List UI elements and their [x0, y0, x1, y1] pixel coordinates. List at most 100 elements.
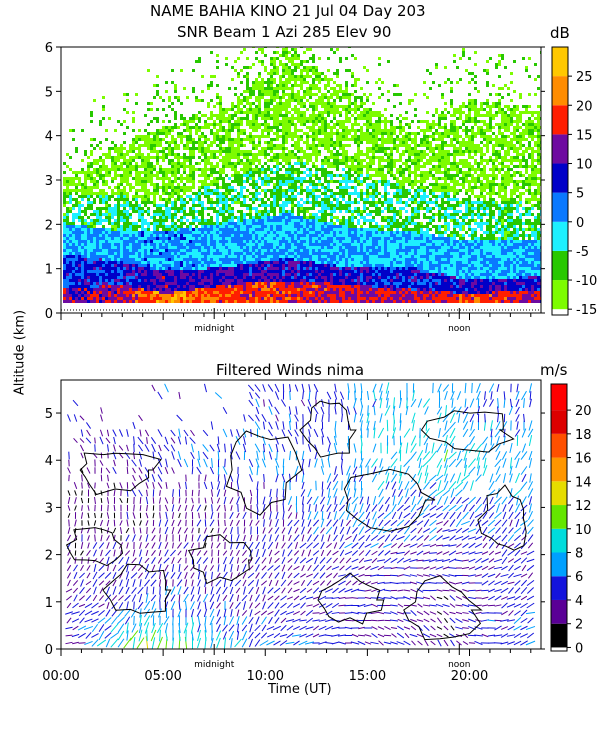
snr-cell [243, 294, 246, 297]
snr-cell [153, 288, 156, 291]
snr-cell [183, 240, 186, 243]
snr-cell [81, 258, 84, 261]
snr-cell [210, 111, 213, 114]
snr-cell [309, 258, 312, 261]
snr-cell [117, 189, 120, 192]
snr-cell [207, 213, 210, 216]
snr-cell [75, 294, 78, 297]
snr-cell [282, 210, 285, 213]
snr-cell [321, 237, 324, 240]
snr-cell [66, 276, 69, 279]
snr-cell [93, 168, 96, 171]
snr-cell [207, 219, 210, 222]
snr-cell [117, 153, 120, 156]
snr-cell [321, 93, 324, 96]
snr-cell [105, 291, 108, 294]
snr-cell [135, 147, 138, 150]
snr-cell [282, 147, 285, 150]
snr-cell [228, 183, 231, 186]
snr-cell [285, 228, 288, 231]
snr-cell [126, 213, 129, 216]
snr-cell [237, 192, 240, 195]
snr-cell [111, 159, 114, 162]
snr-cell [201, 192, 204, 195]
snr-cell [225, 195, 228, 198]
snr-cell [321, 225, 324, 228]
snr-cell [213, 273, 216, 276]
snr-cell [294, 156, 297, 159]
snr-cell [174, 144, 177, 147]
snr-cell [282, 195, 285, 198]
snr-cell [165, 300, 168, 303]
snr-cell [231, 66, 234, 69]
snr-cell [315, 153, 318, 156]
snr-cell [174, 141, 177, 144]
snr-cell [78, 216, 81, 219]
snr-cell [222, 225, 225, 228]
snr-cell [66, 165, 69, 168]
snr-cell [222, 165, 225, 168]
snr-cell [225, 135, 228, 138]
snr-cell [216, 267, 219, 270]
snr-cell [81, 195, 84, 198]
snr-cell [108, 288, 111, 291]
snr-cell [75, 267, 78, 270]
snr-cell [276, 201, 279, 204]
snr-cell [213, 240, 216, 243]
snr-cell [312, 102, 315, 105]
snr-cell [156, 300, 159, 303]
snr-cell [294, 237, 297, 240]
snr-cell [240, 186, 243, 189]
snr-cell [180, 114, 183, 117]
snr-cell [171, 288, 174, 291]
snr-cell [189, 264, 192, 267]
snr-cell [186, 279, 189, 282]
snr-cell [270, 138, 273, 141]
snr-cell [267, 78, 270, 81]
snr-cell [300, 282, 303, 285]
snr-cell [114, 282, 117, 285]
snr-cell [102, 276, 105, 279]
snr-cell [138, 243, 141, 246]
snr-cell [273, 105, 276, 108]
snr-cell [285, 93, 288, 96]
snr-cell [279, 183, 282, 186]
snr-cell [321, 210, 324, 213]
snr-cell [99, 231, 102, 234]
snr-cell [210, 273, 213, 276]
snr-cell [324, 117, 327, 120]
snr-cell [228, 141, 231, 144]
snr-cell [177, 249, 180, 252]
snr-cell [183, 231, 186, 234]
snr-cell [153, 264, 156, 267]
snr-cell [261, 204, 264, 207]
snr-cell [156, 249, 159, 252]
snr-cell [117, 246, 120, 249]
snr-cell [99, 249, 102, 252]
snr-cell [183, 276, 186, 279]
snr-cell [207, 159, 210, 162]
snr-cell [213, 153, 216, 156]
snr-cell [117, 291, 120, 294]
snr-cell [66, 297, 69, 300]
snr-cell [189, 237, 192, 240]
snr-cell [294, 48, 297, 51]
snr-cell [144, 180, 147, 183]
snr-cell [186, 294, 189, 297]
snr-cell [246, 294, 249, 297]
snr-cell [63, 171, 66, 174]
snr-cell [246, 111, 249, 114]
snr-cell [279, 114, 282, 117]
snr-cell [252, 192, 255, 195]
snr-cell [255, 153, 258, 156]
snr-cell [327, 132, 330, 135]
snr-cell [132, 240, 135, 243]
snr-cell [309, 237, 312, 240]
snr-cell [198, 246, 201, 249]
snr-cell [231, 126, 234, 129]
snr-cell [123, 270, 126, 273]
snr-cell [117, 165, 120, 168]
snr-cell [144, 261, 147, 264]
snr-cell [282, 258, 285, 261]
